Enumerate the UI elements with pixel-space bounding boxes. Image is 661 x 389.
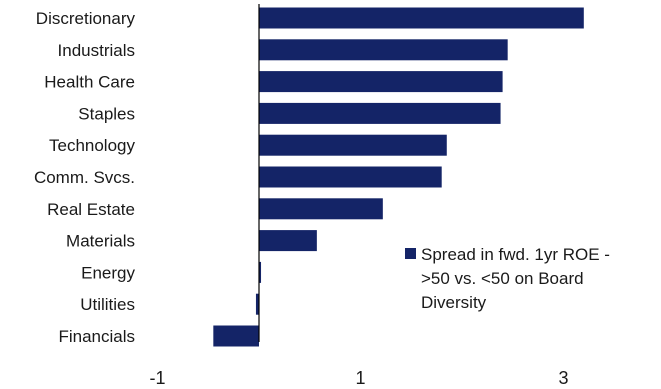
bar-staples: [259, 102, 501, 124]
category-label: Technology: [49, 136, 136, 155]
category-label: Utilities: [80, 295, 135, 314]
legend: Spread in fwd. 1yr ROE - >50 vs. <50 on B…: [405, 245, 610, 312]
category-label: Real Estate: [47, 200, 135, 219]
legend-swatch: [405, 248, 416, 259]
category-label: Financials: [58, 327, 135, 346]
x-tick-label: -1: [149, 368, 165, 388]
bar-real-estate: [259, 198, 383, 220]
category-label: Health Care: [44, 73, 135, 92]
category-label: Discretionary: [36, 9, 136, 28]
bar-industrials: [259, 39, 508, 61]
x-tick-label: 3: [558, 368, 568, 388]
bar-materials: [259, 230, 317, 252]
legend-line: Diversity: [421, 293, 487, 312]
bar-discretionary: [259, 7, 584, 29]
category-labels: Discretionary Industrials Health Care Stapl…: [34, 9, 136, 346]
bar-comm-svcs: [259, 166, 442, 188]
bar-financials: [213, 325, 259, 347]
legend-label: Spread in fwd. 1yr ROE - >50 vs. <50 on B…: [421, 245, 610, 312]
legend-line: Spread in fwd. 1yr ROE -: [421, 245, 610, 264]
x-tick-labels: -1 1 3: [149, 368, 568, 388]
legend-line: >50 vs. <50 on Board: [421, 269, 584, 288]
category-label: Industrials: [58, 41, 135, 60]
bar-technology: [259, 134, 447, 156]
category-label: Staples: [78, 104, 135, 123]
bar-health-care: [259, 71, 503, 93]
x-tick-label: 1: [355, 368, 365, 388]
category-label: Energy: [81, 263, 135, 282]
category-label: Comm. Svcs.: [34, 168, 135, 187]
bars-group: [213, 7, 584, 347]
bar-energy: [259, 261, 262, 283]
category-label: Materials: [66, 232, 135, 251]
bar-utilities: [255, 293, 259, 315]
